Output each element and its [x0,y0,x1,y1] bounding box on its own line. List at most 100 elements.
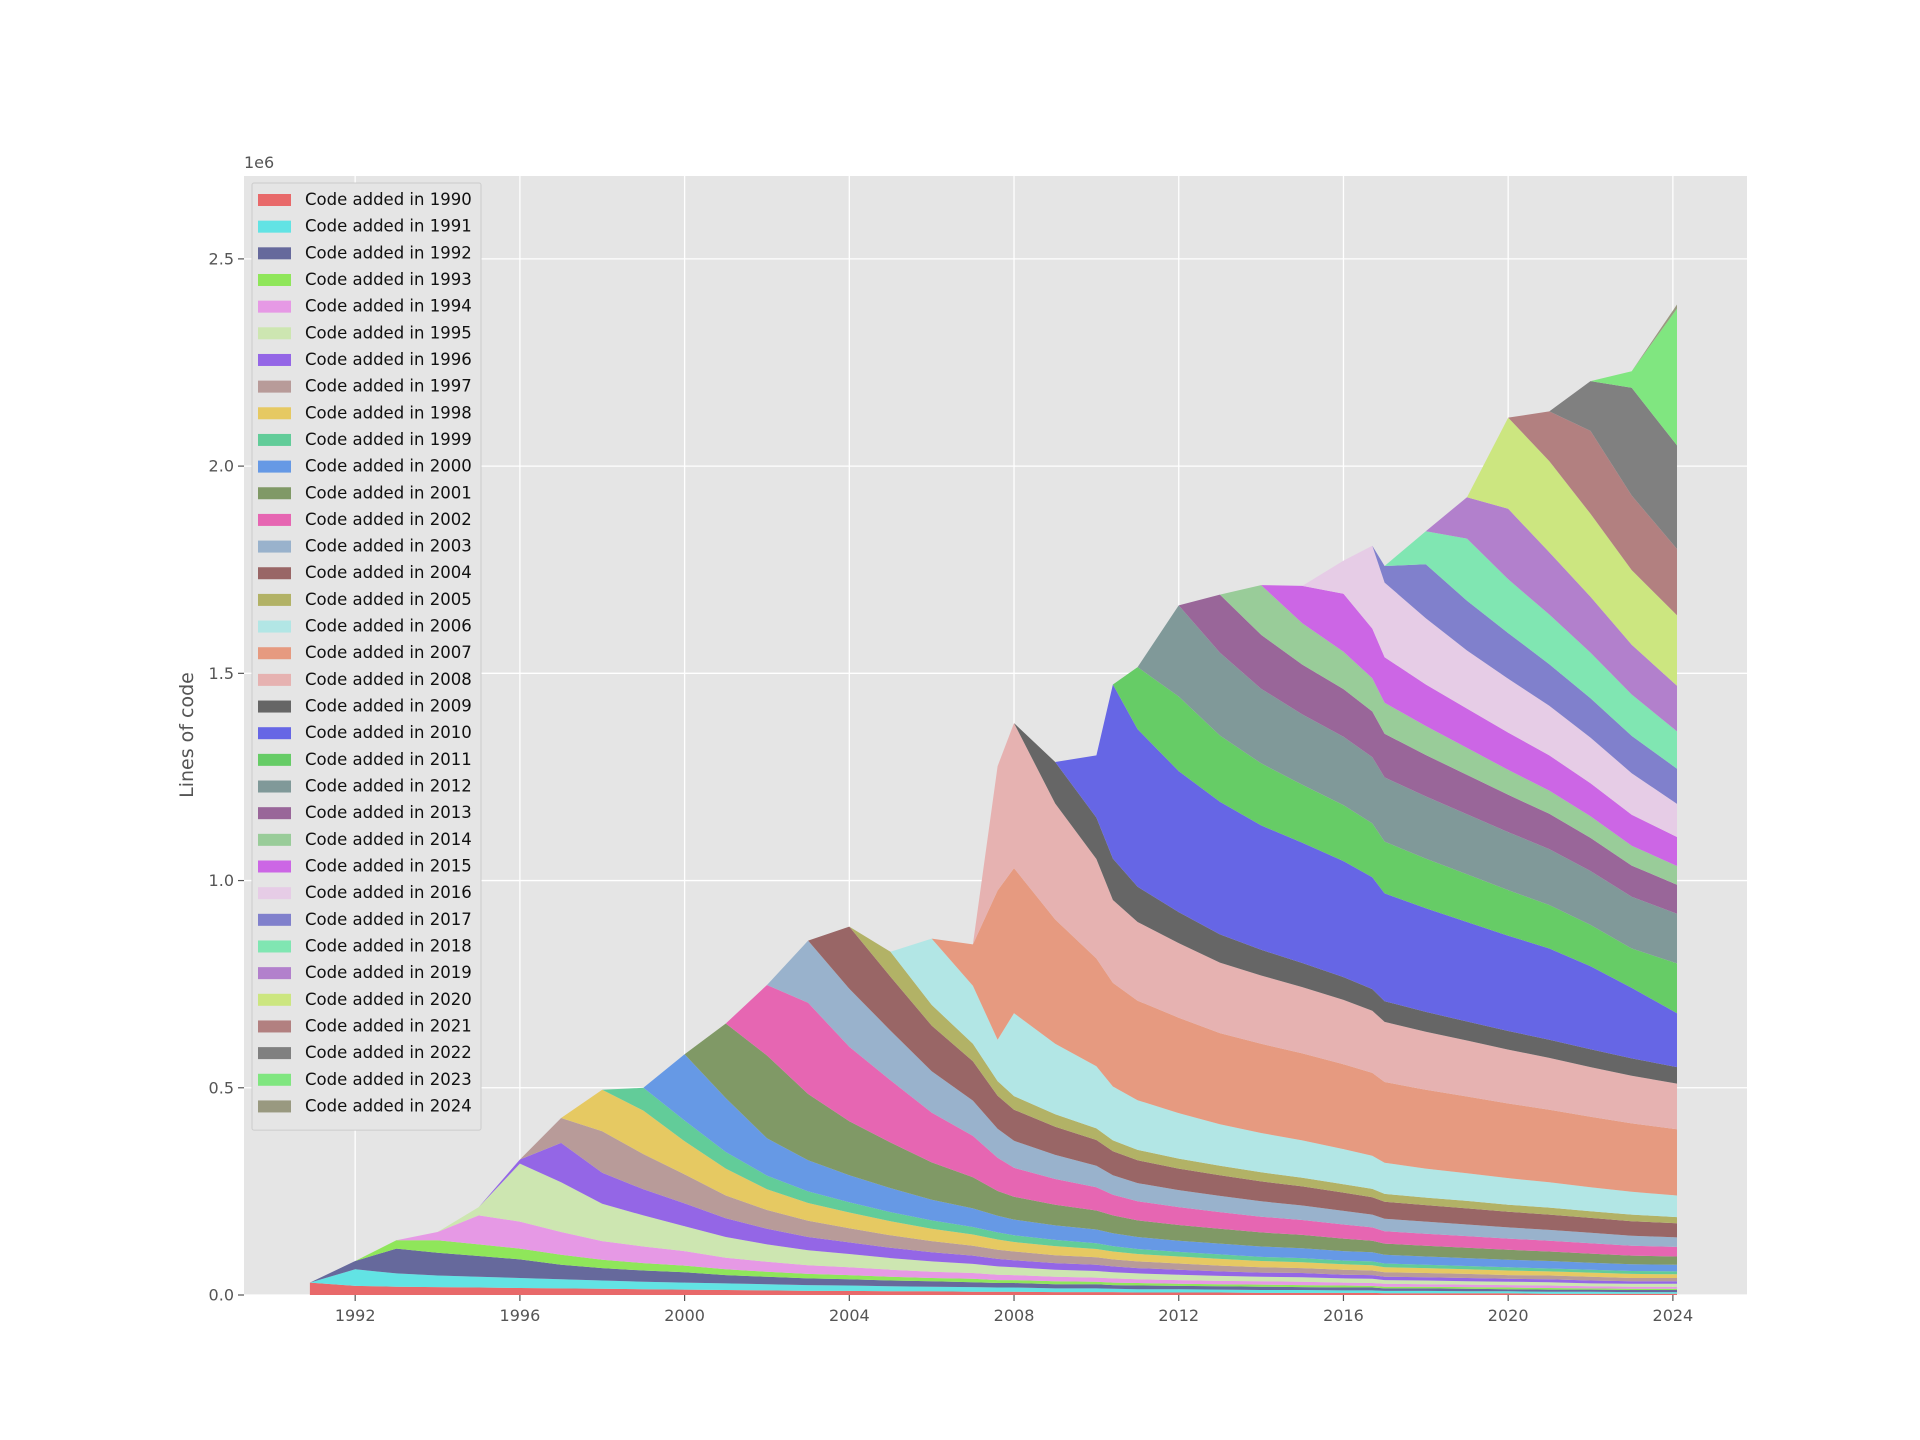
y-tick-label: 0.0 [209,1286,234,1305]
area-code-added-in-1993 [309,1240,1677,1290]
legend-label-code-added-in-2010: Code added in 2010 [305,723,472,742]
legend-label-code-added-in-2004: Code added in 2004 [305,563,472,582]
legend-label-code-added-in-2008: Code added in 2008 [305,670,472,689]
legend-label-code-added-in-1999: Code added in 1999 [305,430,472,449]
legend-swatch-code-added-in-1991 [258,220,291,233]
legend-label-code-added-in-2001: Code added in 2001 [305,483,472,502]
legend-swatch-code-added-in-2007 [258,647,291,660]
legend-swatch-code-added-in-1998 [258,407,291,420]
legend-label-code-added-in-1991: Code added in 1991 [305,217,472,236]
legend-label-code-added-in-2022: Code added in 2022 [305,1043,472,1062]
x-tick-label: 1996 [500,1306,541,1325]
legend-swatch-code-added-in-1997 [258,380,291,393]
x-tick-label: 2020 [1488,1306,1529,1325]
legend-label-code-added-in-2014: Code added in 2014 [305,830,472,849]
x-tick-label: 2008 [994,1306,1035,1325]
legend-label-code-added-in-2024: Code added in 2024 [305,1096,472,1115]
legend-label-code-added-in-2020: Code added in 2020 [305,990,472,1009]
legend-swatch-code-added-in-2006 [258,620,291,633]
area-code-added-in-1991 [309,1269,1677,1294]
legend-swatch-code-added-in-2019 [258,967,291,980]
legend-label-code-added-in-2000: Code added in 2000 [305,457,472,476]
legend-swatch-code-added-in-2014 [258,833,291,846]
y-tick-label: 0.5 [209,1078,234,1097]
legend-label-code-added-in-2012: Code added in 2012 [305,777,472,796]
legend-swatch-code-added-in-2024 [258,1100,291,1113]
legend-swatch-code-added-in-1990 [258,194,291,206]
legend: Code added in 1990 Code added in 1991 Code… [251,182,482,1131]
y-tick-label: 1.0 [209,871,234,890]
legend-label-code-added-in-2016: Code added in 2016 [305,883,472,902]
legend-swatch-code-added-in-2000 [258,460,291,473]
x-tick-label: 2000 [664,1306,705,1325]
legend-label-code-added-in-2018: Code added in 2018 [305,936,472,955]
legend-swatch-code-added-in-1993 [258,273,291,286]
legend-swatch-code-added-in-2017 [258,913,291,926]
y-tick-label: 2.0 [209,457,234,476]
legend-swatch-code-added-in-2016 [258,887,291,900]
legend-swatch-code-added-in-1992 [258,247,291,260]
area-series [309,304,1677,1295]
legend-label-code-added-in-2023: Code added in 2023 [305,1070,472,1089]
area-code-added-in-2020 [309,417,1677,1283]
legend-box [251,182,482,1131]
legend-swatch-code-added-in-2001 [258,487,291,500]
legend-swatch-code-added-in-2010 [258,727,291,740]
area-code-added-in-2007 [309,868,1677,1283]
legend-swatch-code-added-in-2011 [258,753,291,766]
area-code-added-in-2019 [309,497,1677,1283]
area-code-added-in-2012 [309,605,1677,1283]
legend-label-code-added-in-1998: Code added in 1998 [305,403,472,422]
legend-label-code-added-in-1996: Code added in 1996 [305,350,472,369]
legend-label-code-added-in-2002: Code added in 2002 [305,510,472,529]
area-code-added-in-1994 [309,1215,1677,1289]
legend-label-code-added-in-1992: Code added in 1992 [305,243,472,262]
legend-swatch-code-added-in-2023 [258,1073,291,1086]
legend-label-code-added-in-2005: Code added in 2005 [305,590,472,609]
legend-swatch-code-added-in-1994 [258,300,291,313]
legend-label-code-added-in-2017: Code added in 2017 [305,910,472,929]
legend-swatch-code-added-in-2009 [258,700,291,713]
legend-swatch-code-added-in-1995 [258,327,291,340]
legend-label-code-added-in-2015: Code added in 2015 [305,857,472,876]
legend-swatch-code-added-in-2002 [258,513,291,526]
legend-label-code-added-in-2003: Code added in 2003 [305,537,472,556]
legend-label-code-added-in-1993: Code added in 1993 [305,270,472,289]
legend-label-code-added-in-2013: Code added in 2013 [305,803,472,822]
x-tick-label: 2004 [829,1306,870,1325]
legend-label-code-added-in-2019: Code added in 2019 [305,963,472,982]
legend-swatch-code-added-in-2021 [258,1020,291,1033]
legend-swatch-code-added-in-2015 [258,860,291,873]
area-code-added-in-2004 [309,926,1677,1283]
legend-swatch-code-added-in-2018 [258,940,291,953]
y-axis: 0.0 0.5 1.0 1.5 2.0 2.5 [209,249,244,1305]
legend-swatch-code-added-in-1999 [258,433,291,446]
area-code-added-in-2008 [309,723,1677,1283]
area-code-added-in-1990 [309,1282,1677,1295]
x-tick-label: 2016 [1323,1306,1364,1325]
legend-swatch-code-added-in-1996 [258,353,291,366]
area-code-added-in-2010 [309,684,1677,1283]
x-axis: 1992 1996 2000 2004 2008 2012 2016 2020 2024 [335,1295,1693,1325]
area-code-added-in-1998 [309,1089,1677,1283]
legend-swatch-code-added-in-2013 [258,807,291,820]
legend-swatch-code-added-in-2020 [258,993,291,1006]
legend-label-code-added-in-2007: Code added in 2007 [305,643,472,662]
x-tick-label: 2024 [1653,1306,1694,1325]
legend-label-code-added-in-2011: Code added in 2011 [305,750,472,769]
legend-label-code-added-in-1990: Code added in 1990 [305,190,472,209]
legend-label-code-added-in-2021: Code added in 2021 [305,1016,472,1035]
area-code-added-in-1992 [309,1248,1677,1293]
x-tick-label: 1992 [335,1306,376,1325]
y-tick-label: 1.5 [209,664,234,683]
y-axis-label: Lines of code [176,672,198,798]
area-code-added-in-1995 [309,1163,1677,1287]
legend-swatch-code-added-in-2022 [258,1047,291,1060]
legend-label-code-added-in-1997: Code added in 1997 [305,377,472,396]
legend-label-code-added-in-2006: Code added in 2006 [305,617,472,636]
legend-swatch-code-added-in-2005 [258,593,291,606]
legend-label-code-added-in-1994: Code added in 1994 [305,297,472,316]
area-code-added-in-1997 [309,1118,1677,1283]
x-tick-label: 2012 [1158,1306,1199,1325]
